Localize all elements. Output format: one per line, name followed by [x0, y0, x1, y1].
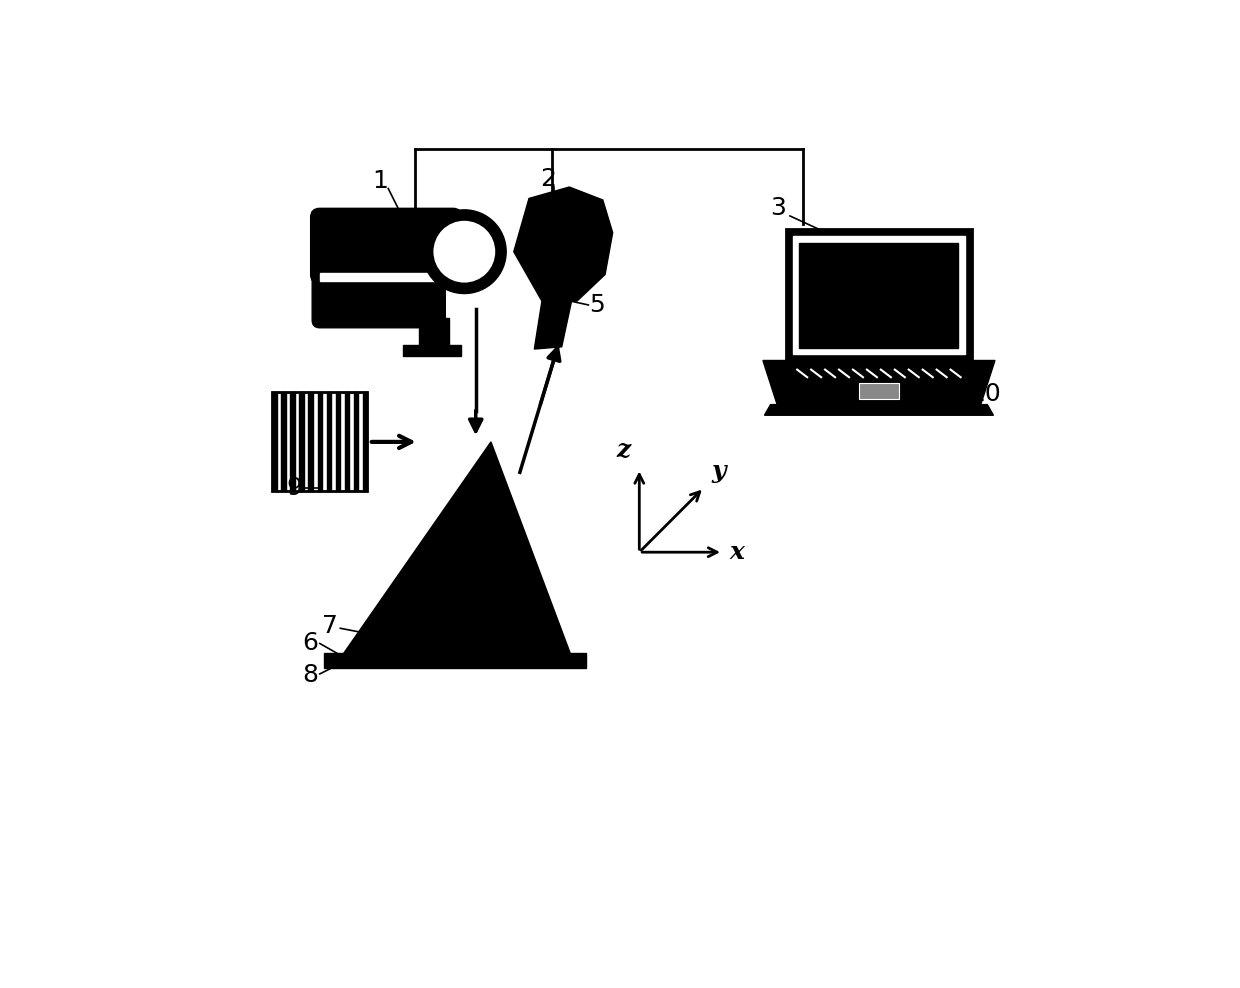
Circle shape [423, 209, 506, 293]
Text: 1: 1 [373, 169, 388, 193]
Bar [317, 392, 322, 491]
Bar [326, 392, 331, 491]
Bar [859, 383, 899, 398]
Bar [345, 392, 350, 491]
Bar [800, 243, 959, 349]
Bar [309, 392, 312, 491]
Polygon shape [342, 442, 570, 655]
Polygon shape [763, 361, 994, 408]
Bar [403, 345, 460, 356]
Polygon shape [513, 187, 613, 301]
Bar [786, 229, 972, 362]
Text: 10: 10 [970, 382, 1002, 406]
Text: 3: 3 [770, 197, 786, 220]
Circle shape [446, 256, 455, 266]
Text: z: z [616, 439, 630, 462]
Text: 6: 6 [301, 631, 317, 655]
FancyBboxPatch shape [311, 208, 463, 284]
Text: 2: 2 [539, 167, 556, 192]
Bar [363, 392, 367, 491]
FancyBboxPatch shape [312, 263, 445, 328]
Text: 5: 5 [589, 293, 605, 317]
Text: 4: 4 [388, 276, 404, 299]
Text: 7: 7 [321, 614, 337, 638]
Bar [273, 392, 277, 491]
Bar [336, 392, 340, 491]
Text: 9: 9 [286, 475, 303, 500]
Bar [299, 392, 304, 491]
Bar [353, 392, 358, 491]
Bar [320, 273, 453, 281]
Bar [794, 236, 965, 355]
Polygon shape [534, 297, 573, 349]
Bar [419, 318, 449, 347]
Bar [324, 653, 587, 668]
Bar [273, 392, 367, 491]
Circle shape [433, 219, 496, 284]
Polygon shape [764, 405, 993, 415]
Text: x: x [729, 540, 744, 564]
Text: 8: 8 [301, 663, 317, 688]
Bar [281, 392, 286, 491]
Bar [290, 392, 295, 491]
Text: y: y [712, 459, 727, 483]
